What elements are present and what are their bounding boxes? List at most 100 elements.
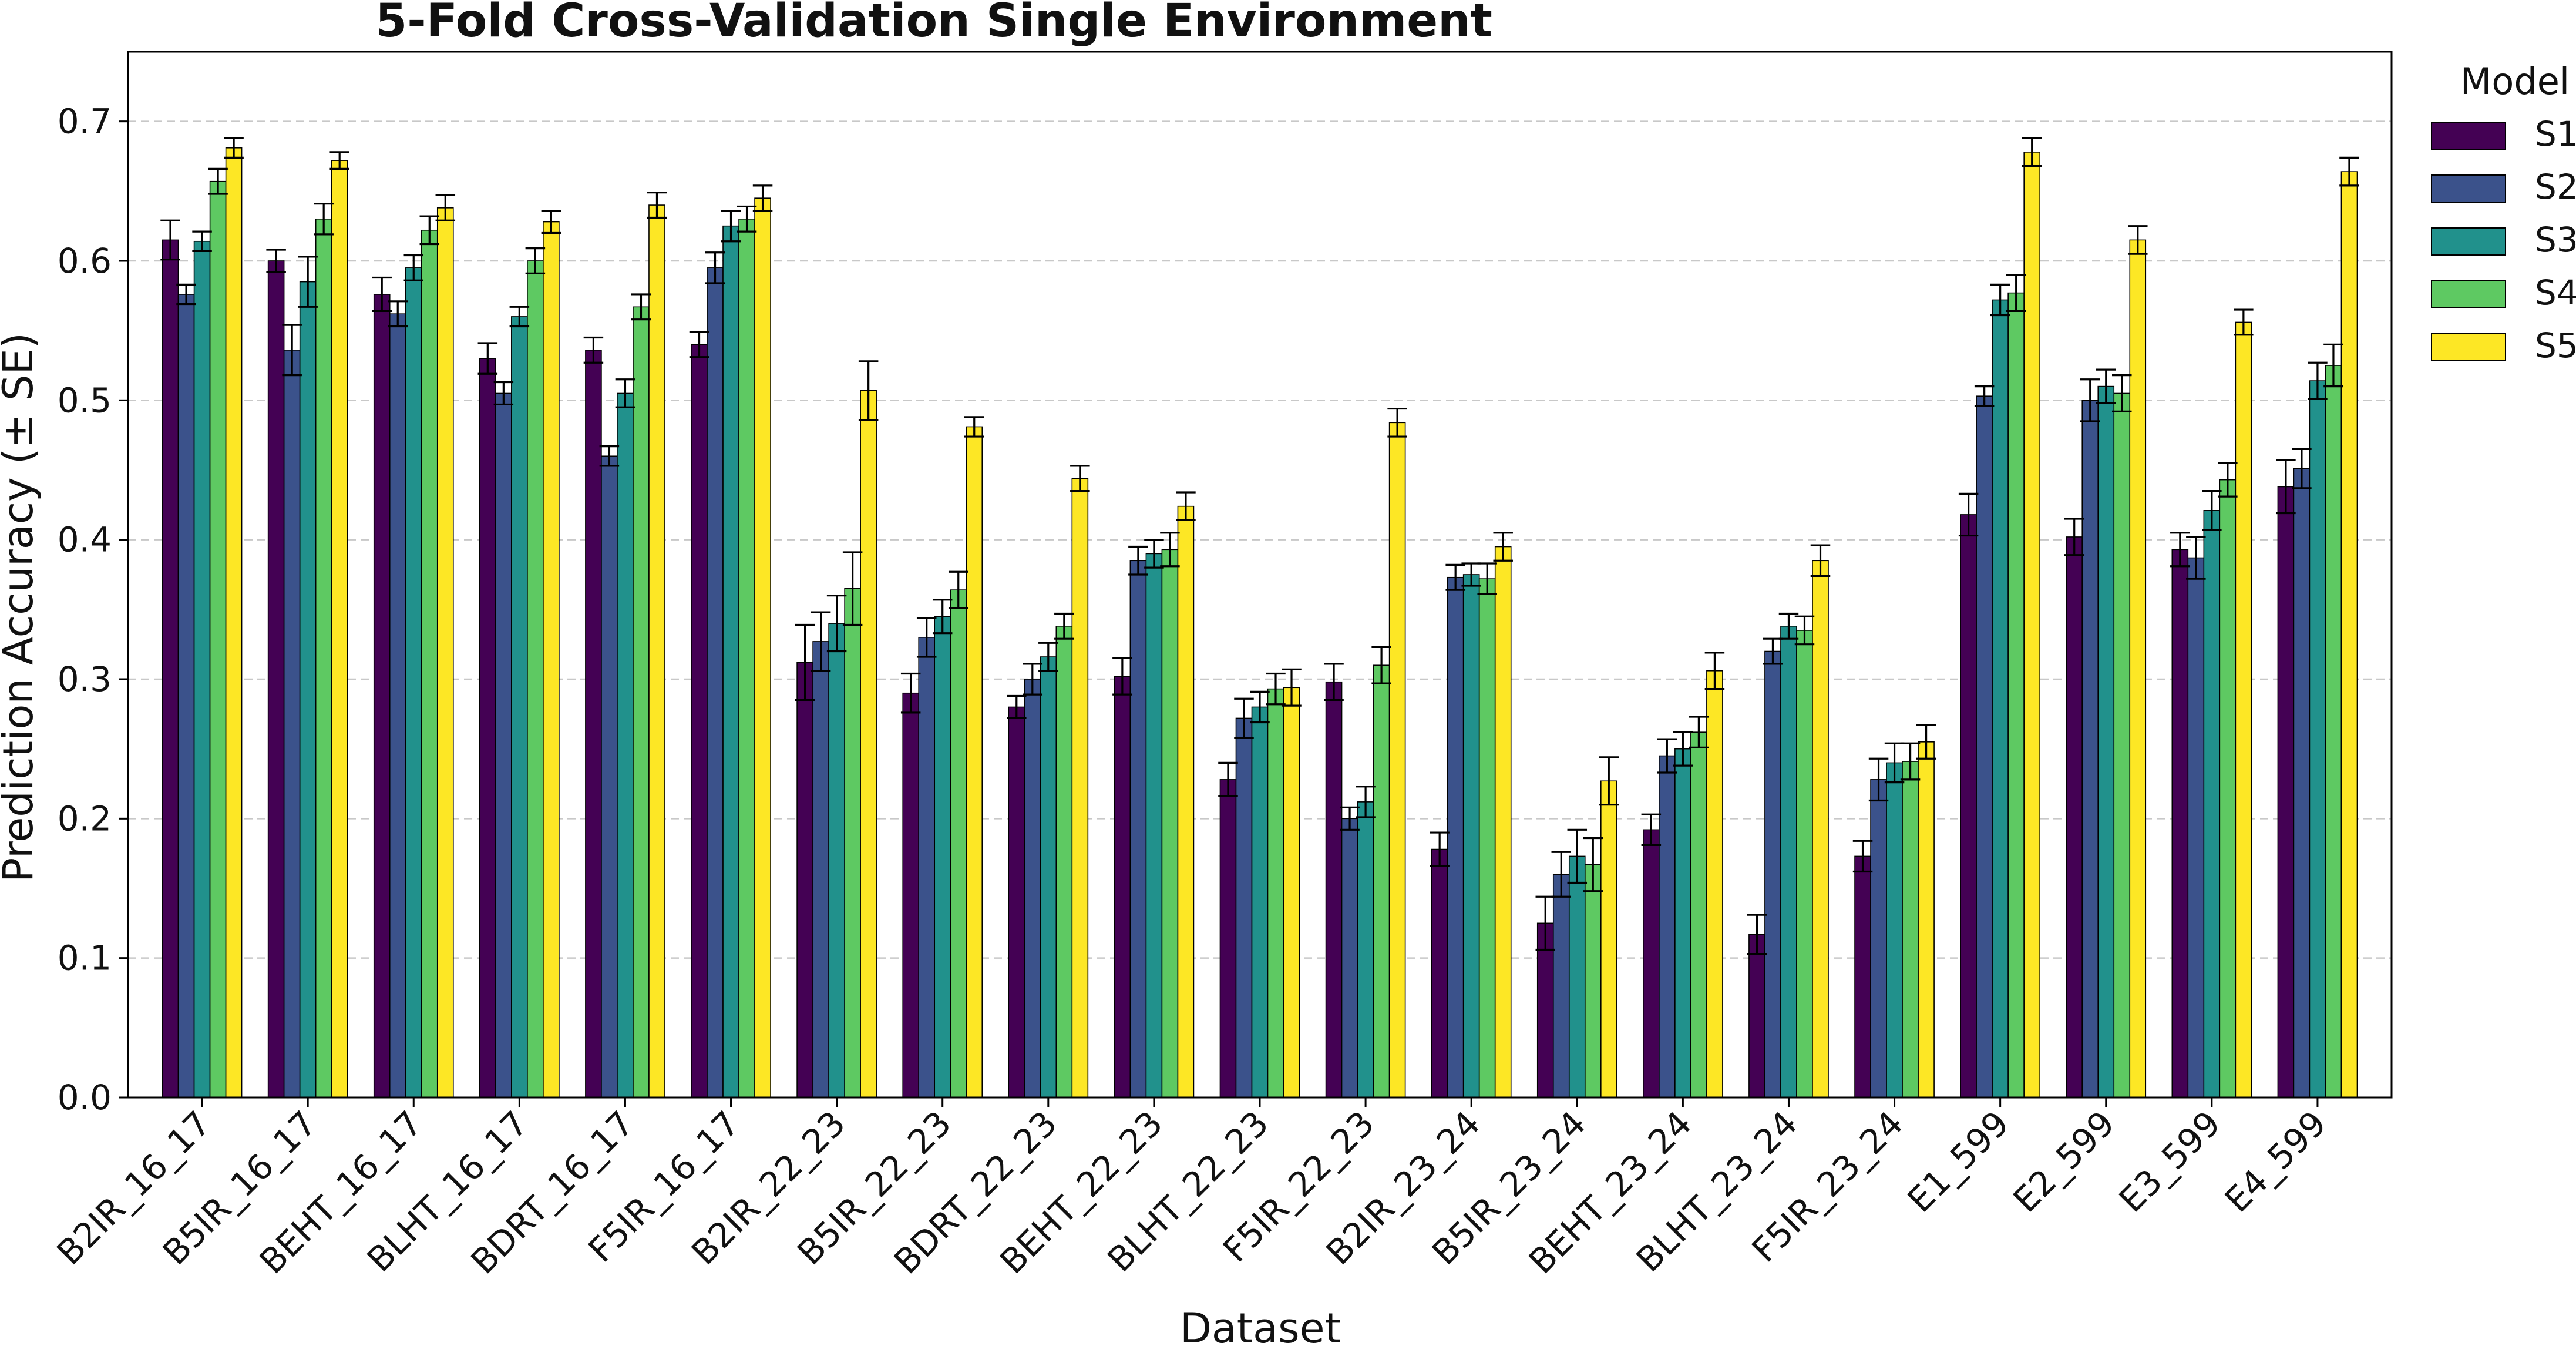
error-bar-s4-beht_16_17 <box>419 215 440 246</box>
error-bar-s5-bdrt_22_23 <box>1070 465 1090 492</box>
y-tick-label: 0.4 <box>58 520 112 560</box>
y-tick-label: 0.3 <box>58 659 112 699</box>
error-bar-s2-beht_22_23 <box>1128 545 1148 576</box>
x-axis-label: Dataset <box>1180 1304 1341 1346</box>
error-bar-s1-b5ir_16_17 <box>266 249 286 273</box>
error-bar-s4-b2ir_16_17 <box>208 167 228 195</box>
error-bar-s3-beht_22_23 <box>1144 539 1164 569</box>
bar-s2-bdrt_16_17 <box>601 455 618 1098</box>
error-bar-s3-beht_16_17 <box>403 254 424 281</box>
error-bar-s2-b2ir_22_23 <box>811 611 831 672</box>
bar-s4-b2ir_23_24 <box>1478 578 1496 1098</box>
error-bar-s1-bdrt_16_17 <box>583 336 604 364</box>
bar-s3-blht_23_24 <box>1780 626 1797 1098</box>
error-bar-s5-b2ir_22_23 <box>858 360 879 421</box>
error-bar-s2-f5ir_16_17 <box>705 251 725 284</box>
error-bar-s4-blht_22_23 <box>1266 672 1286 706</box>
bar-s1-f5ir_16_17 <box>691 344 708 1098</box>
error-bar-s2-e1_599 <box>1974 385 1995 407</box>
bar-s3-blht_22_23 <box>1251 706 1269 1098</box>
bar-s1-blht_22_23 <box>1219 779 1237 1098</box>
bar-s3-blht_16_17 <box>511 316 528 1098</box>
bar-s3-bdrt_22_23 <box>1040 656 1057 1098</box>
bar-s1-beht_22_23 <box>1114 676 1131 1098</box>
error-bar-s5-b5ir_22_23 <box>964 416 984 438</box>
bar-s2-b5ir_23_24 <box>1552 874 1570 1098</box>
bar-s1-b5ir_16_17 <box>267 260 285 1098</box>
bar-s2-b2ir_23_24 <box>1447 576 1464 1098</box>
error-bar-s4-beht_22_23 <box>1160 532 1180 568</box>
error-bar-s5-b5ir_23_24 <box>1599 756 1619 806</box>
legend-swatch-s4 <box>2431 280 2506 308</box>
y-tick-label: 0.0 <box>58 1078 112 1117</box>
bar-s4-beht_23_24 <box>1690 731 1707 1098</box>
error-bar-s2-f5ir_23_24 <box>1868 757 1889 802</box>
error-bar-s3-bdrt_16_17 <box>615 378 635 408</box>
error-bar-s3-b2ir_22_23 <box>826 594 847 653</box>
x-tick-label: E4_599 <box>2217 1103 2334 1220</box>
legend-label-s1: S1 <box>2535 114 2576 154</box>
error-bar-s1-bdrt_22_23 <box>1007 694 1027 720</box>
bar-s4-e1_599 <box>2007 292 2025 1098</box>
bar-s3-e4_599 <box>2309 380 2326 1098</box>
error-bar-s3-e3_599 <box>2202 489 2222 531</box>
bar-s1-e4_599 <box>2277 486 2295 1098</box>
error-bar-s4-e2_599 <box>2112 374 2132 412</box>
bar-s1-e1_599 <box>1960 514 1977 1098</box>
bar-s4-beht_16_17 <box>421 229 438 1098</box>
bar-s4-b5ir_16_17 <box>315 218 332 1098</box>
bar-s1-e2_599 <box>2066 536 2083 1098</box>
error-bars <box>160 137 2359 955</box>
bar-s1-blht_16_17 <box>479 358 496 1098</box>
error-bar-s3-bdrt_22_23 <box>1038 642 1058 672</box>
error-bar-s5-f5ir_23_24 <box>1916 724 1936 760</box>
error-bar-s1-b2ir_22_23 <box>795 623 815 701</box>
bar-s4-bdrt_22_23 <box>1055 626 1073 1098</box>
error-bar-s5-blht_23_24 <box>1810 544 1831 577</box>
error-bar-s3-e2_599 <box>2096 368 2116 404</box>
error-bar-s4-blht_23_24 <box>1794 615 1815 646</box>
legend-label-s3: S3 <box>2535 220 2576 260</box>
error-bar-s4-bdrt_22_23 <box>1054 612 1074 640</box>
y-axis-label: Prediction Accuracy (± SE) <box>0 333 42 882</box>
bar-s5-f5ir_22_23 <box>1388 422 1406 1098</box>
error-bar-s5-f5ir_16_17 <box>752 184 773 212</box>
legend-label-s5: S5 <box>2535 325 2576 365</box>
error-bar-s5-bdrt_16_17 <box>647 192 667 219</box>
error-bar-s3-beht_23_24 <box>1673 731 1693 767</box>
error-bar-s5-beht_23_24 <box>1704 652 1725 690</box>
legend-label-s2: S2 <box>2535 167 2576 207</box>
error-bar-s3-b2ir_16_17 <box>192 230 212 252</box>
bar-s2-beht_16_17 <box>389 313 406 1098</box>
error-bar-s4-b5ir_23_24 <box>1583 837 1603 892</box>
bar-s1-bdrt_22_23 <box>1008 706 1025 1098</box>
error-bar-s3-blht_16_17 <box>509 306 530 328</box>
bar-s4-b2ir_16_17 <box>209 180 227 1098</box>
x-axis: B2IR_16_17B5IR_16_17BEHT_16_17BLHT_16_17… <box>49 1097 2334 1282</box>
bar-s1-b2ir_23_24 <box>1431 848 1448 1098</box>
error-bar-s5-e3_599 <box>2234 308 2254 336</box>
error-bar-s3-blht_22_23 <box>1250 690 1270 724</box>
error-bar-s1-blht_22_23 <box>1218 761 1238 797</box>
error-bar-s1-blht_23_24 <box>1747 914 1767 955</box>
bar-s3-b5ir_16_17 <box>299 281 317 1098</box>
error-bar-s1-b5ir_22_23 <box>900 672 921 714</box>
error-bar-s2-b5ir_16_17 <box>282 324 302 377</box>
bar-s5-beht_23_24 <box>1706 670 1723 1098</box>
bar-s5-e4_599 <box>2340 171 2358 1098</box>
bar-s2-b5ir_22_23 <box>918 637 936 1098</box>
bar-s3-e1_599 <box>1992 299 2009 1098</box>
error-bar-s2-b2ir_23_24 <box>1445 563 1465 591</box>
bar-s5-b5ir_23_24 <box>1600 780 1617 1098</box>
bar-s5-e2_599 <box>2129 239 2147 1098</box>
error-bar-s3-e1_599 <box>1990 283 2010 317</box>
bar-s4-e2_599 <box>2113 392 2131 1098</box>
error-bar-s2-f5ir_22_23 <box>1340 806 1360 831</box>
x-tick-label: E2_599 <box>2006 1103 2123 1220</box>
bar-s5-f5ir_16_17 <box>754 197 771 1098</box>
error-bar-s4-bdrt_16_17 <box>631 293 651 321</box>
bar-s1-f5ir_22_23 <box>1325 681 1343 1098</box>
bar-s3-f5ir_23_24 <box>1886 762 1903 1098</box>
bar-s5-blht_23_24 <box>1812 560 1829 1098</box>
